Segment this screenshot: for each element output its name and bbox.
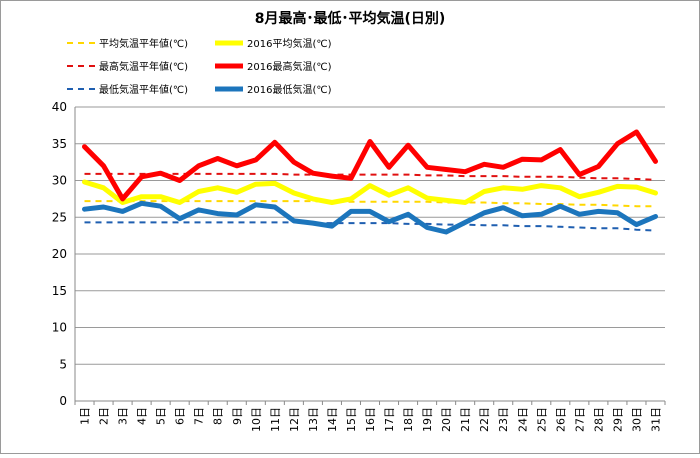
y-axis: 0 5 10 15 20 25 30 35 40 [52, 100, 76, 408]
x-tick-label: 30日 [630, 407, 643, 432]
x-tick-label: 14日 [326, 407, 339, 432]
y-tick-label: 35 [52, 137, 67, 151]
legend-label: 2016最低気温(℃) [247, 83, 332, 96]
chart-title: 8月最高･最低･平均気温(日別) [255, 10, 446, 27]
x-tick-label: 9日 [231, 407, 244, 425]
x-tick-label: 17日 [383, 407, 396, 432]
legend-label: 平均気温平年値(℃) [99, 37, 188, 50]
legend: 平均気温平年値(℃) 2016平均気温(℃) 最高気温平年値(℃) 2016最高気温(… [67, 37, 332, 96]
legend-label: 最高気温平年値(℃) [99, 60, 188, 73]
y-tick-label: 40 [52, 100, 67, 114]
x-tick-label: 19日 [421, 407, 434, 432]
x-tick-label: 21日 [459, 407, 472, 432]
x-tick-label: 27日 [573, 407, 586, 432]
series-group [82, 129, 658, 235]
series-line [84, 172, 656, 181]
legend-label: 2016最高気温(℃) [247, 60, 332, 73]
x-tick-label: 12日 [288, 407, 301, 432]
x-tick-label: 7日 [193, 407, 206, 425]
y-tick-label: 30 [52, 174, 67, 188]
x-tick-label: 8日 [212, 407, 225, 425]
x-axis: 1日 2日 3日 4日 5日 6日 7日 8日 9日 10日 11日 12日 13日 14日 15日 16日 1… [74, 400, 666, 432]
x-tick-label: 28日 [592, 407, 605, 432]
series-line [84, 221, 656, 232]
y-tick-label: 25 [52, 210, 67, 224]
series-line [82, 179, 658, 205]
x-tick-label: 29日 [611, 407, 624, 432]
x-tick-label: 25日 [535, 407, 548, 432]
x-tick-label: 6日 [174, 407, 187, 425]
x-tick-label: 31日 [649, 407, 662, 432]
x-tick-label: 3日 [117, 407, 130, 425]
x-tick-label: 18日 [402, 407, 415, 432]
series-line [82, 200, 658, 235]
x-tick-label: 1日 [79, 407, 92, 425]
x-tick-label: 4日 [136, 407, 149, 425]
x-tick-label: 22日 [478, 407, 491, 432]
legend-label: 2016平均気温(℃) [247, 37, 332, 50]
gridlines [75, 106, 665, 402]
x-tick-label: 24日 [516, 407, 529, 432]
x-tick-label: 2日 [98, 407, 111, 425]
x-tick-label: 15日 [345, 407, 358, 432]
y-tick-label: 10 [52, 321, 67, 335]
y-tick-label: 5 [59, 357, 67, 371]
x-tick-label: 10日 [250, 407, 263, 432]
y-tick-label: 15 [52, 284, 67, 298]
x-tick-label: 13日 [307, 407, 320, 432]
x-tick-label: 5日 [155, 407, 168, 425]
series-line [82, 129, 658, 202]
y-tick-label: 0 [59, 394, 67, 408]
x-tick-label: 23日 [497, 407, 510, 432]
x-tick-label: 26日 [554, 407, 567, 432]
x-tick-label: 11日 [269, 407, 282, 432]
x-tick-label: 20日 [440, 407, 453, 432]
legend-label: 最低気温平年値(℃) [99, 83, 188, 96]
y-tick-label: 20 [52, 247, 67, 261]
x-tick-label: 16日 [364, 407, 377, 432]
